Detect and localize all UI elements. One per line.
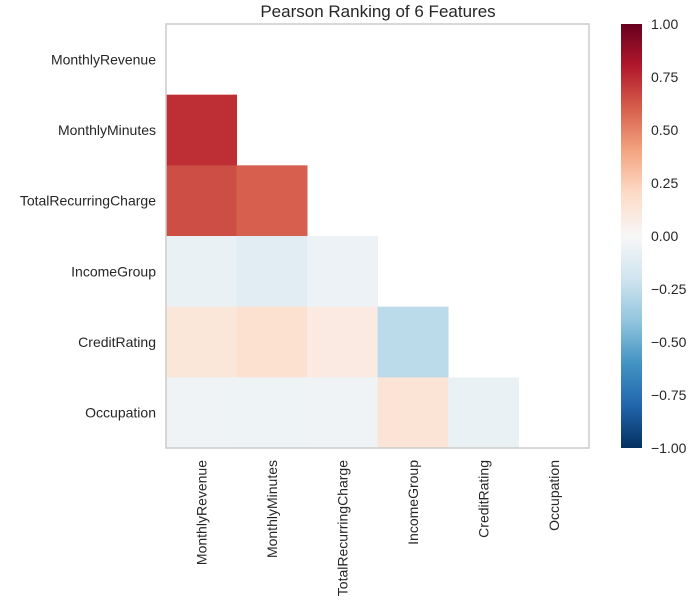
x-tick-label: MonthlyMinutes	[264, 460, 280, 558]
y-tick-label: Occupation	[85, 405, 156, 421]
heatmap-cell	[307, 306, 378, 378]
x-tick-label: TotalRecurringCharge	[334, 460, 350, 596]
colorbar-tick-label: 0.25	[651, 175, 678, 191]
colorbar-tick-label: 0.00	[651, 228, 678, 244]
heatmap-cell	[236, 165, 308, 237]
y-tick-label: TotalRecurringCharge	[20, 193, 156, 209]
heatmap-cell	[166, 306, 237, 378]
y-tick-label: CreditRating	[78, 334, 156, 350]
y-tick-label: IncomeGroup	[71, 263, 156, 279]
heatmap-cell	[166, 165, 237, 237]
colorbar-tick-label: −1.00	[651, 440, 687, 456]
heatmap-cell	[307, 236, 378, 308]
heatmap-cell	[377, 377, 449, 449]
colorbar-tick-label: 0.75	[651, 69, 678, 85]
x-tick-label: MonthlyRevenue	[193, 460, 209, 565]
heatmap-cells	[166, 94, 519, 449]
heatmap-cell	[236, 236, 308, 308]
colorbar-tick-label: −0.25	[651, 281, 687, 297]
y-tick-label: MonthlyMinutes	[58, 122, 156, 138]
heatmap-cell	[166, 377, 237, 449]
colorbar	[621, 24, 642, 448]
plot-frame	[165, 23, 590, 449]
colorbar-tick-label: −0.50	[651, 334, 687, 350]
x-tick-label: CreditRating	[475, 460, 491, 538]
heatmap-cell	[166, 94, 237, 166]
heatmap-cell	[448, 377, 519, 449]
x-tick-label: Occupation	[546, 460, 562, 531]
colorbar-tick-label: 1.00	[651, 16, 678, 32]
heatmap-cell	[166, 236, 237, 308]
heatmap-cell	[236, 377, 308, 449]
colorbar-tick-label: −0.75	[651, 387, 687, 403]
colorbar-tick-label: 0.50	[651, 122, 678, 138]
x-tick-label: IncomeGroup	[405, 460, 421, 545]
colorbar-tick-labels: 1.00 0.75 0.50 0.25 0.00 −0.25 −0.50 −0.75 −1.00	[651, 16, 687, 456]
y-tick-labels: MonthlyRevenue MonthlyMinutes TotalRecurri…	[20, 51, 156, 420]
y-tick-label: MonthlyRevenue	[51, 51, 156, 67]
heatmap-cell	[236, 306, 308, 378]
x-tick-labels: MonthlyRevenue MonthlyMinutes TotalRecurri…	[193, 460, 562, 596]
heatmap-cell	[377, 306, 449, 378]
heatmap-cell	[307, 377, 378, 449]
chart-title: Pearson Ranking of 6 Features	[260, 2, 495, 21]
